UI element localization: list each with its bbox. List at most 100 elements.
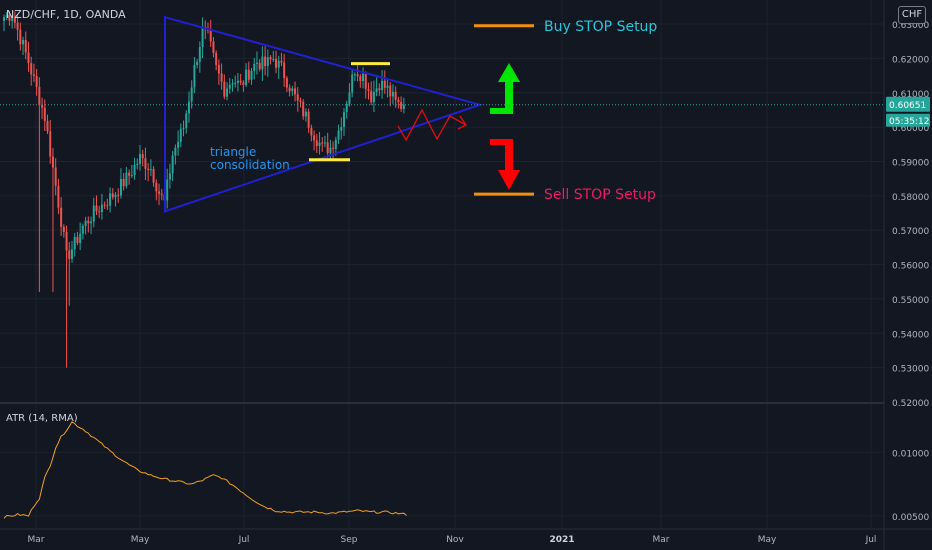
projected-path-arrowhead — [457, 115, 467, 130]
candle-body — [397, 99, 400, 103]
candle-body — [285, 78, 288, 88]
candle-body — [261, 56, 264, 70]
buy-arrow-icon — [490, 63, 520, 114]
candle-body — [402, 104, 405, 109]
triangle-label-line2: consolidation — [210, 158, 290, 172]
candle-body — [215, 52, 218, 65]
candle-body — [367, 88, 370, 91]
price-tick-label: 0.57000 — [892, 227, 929, 237]
candle-body — [54, 167, 57, 186]
candle-body — [275, 58, 277, 68]
sell-stop-setup-label: Sell STOP Setup — [544, 187, 656, 203]
candle-body — [193, 64, 196, 88]
candle-body — [231, 83, 234, 85]
candle-body — [62, 226, 65, 233]
candle-body — [391, 91, 394, 97]
candle-body — [95, 205, 98, 212]
candle-body — [109, 193, 112, 206]
candle-body — [348, 92, 351, 104]
candle-body — [49, 131, 52, 157]
atr-tick-label: 0.01000 — [892, 449, 929, 459]
candle-body — [125, 172, 128, 187]
countdown-label: 05:35:12 — [889, 117, 929, 127]
time-tick-label: Jul — [865, 535, 877, 545]
candle-body — [182, 127, 185, 129]
candle-body — [30, 63, 33, 75]
candle-body — [160, 193, 163, 195]
candle-body — [3, 17, 5, 21]
candle-body — [334, 139, 337, 149]
candle-body — [51, 156, 54, 168]
candle-body — [136, 163, 139, 166]
price-tick-label: 0.56000 — [892, 262, 929, 272]
candle-body — [152, 169, 155, 183]
candle-body — [212, 41, 215, 53]
projected-zigzag-path — [397, 108, 467, 142]
time-tick-label: May — [758, 535, 777, 545]
time-tick-label: Sep — [341, 535, 358, 545]
candle-body — [38, 86, 41, 106]
candle-body — [288, 87, 291, 92]
candle-body — [362, 73, 365, 82]
price-tick-label: 0.59000 — [892, 158, 929, 168]
candle-body — [98, 211, 101, 213]
candle-body — [356, 74, 359, 77]
candle-body — [144, 158, 147, 169]
candle-body — [22, 39, 25, 45]
candle-body — [128, 172, 131, 176]
candle-body — [130, 175, 133, 177]
candle-body — [90, 221, 93, 224]
candle-body — [296, 94, 299, 101]
candle-body — [329, 147, 332, 154]
candle-body — [307, 111, 310, 128]
candle-body — [375, 88, 378, 92]
current-price-badge — [886, 96, 930, 112]
candle-body — [81, 225, 84, 234]
price-tick-label: 0.52000 — [892, 399, 929, 409]
candle-body — [185, 113, 188, 128]
candle-body — [258, 62, 261, 70]
candle-body — [283, 62, 286, 79]
candle-body — [353, 74, 356, 76]
candle-body — [378, 88, 381, 91]
candle-body — [304, 111, 307, 117]
candle-body — [76, 236, 79, 244]
candle-body — [103, 204, 106, 206]
candle-body — [269, 57, 272, 60]
candle-body — [100, 204, 103, 213]
candle-body — [250, 70, 253, 80]
candle-body — [255, 62, 258, 64]
candle-body — [264, 56, 267, 66]
price-tick-label: 0.62000 — [892, 55, 929, 65]
price-tick-label: 0.63000 — [892, 21, 929, 31]
atr-indicator-title[interactable]: ATR (14, RMA) — [6, 413, 78, 424]
candle-body — [343, 112, 345, 127]
candle-body — [27, 52, 30, 64]
candle-body — [247, 69, 250, 80]
time-tick-label: 2021 — [549, 535, 574, 545]
candle-body — [60, 207, 63, 227]
candle-body — [310, 127, 313, 136]
candle-body — [46, 120, 49, 132]
buy-stop-setup-label: Buy STOP Setup — [544, 19, 657, 35]
candle-body — [345, 103, 348, 113]
candle-body — [277, 60, 280, 68]
candle-body — [43, 107, 46, 121]
candle-body — [24, 39, 27, 53]
candle-body — [8, 15, 11, 21]
candle-body — [57, 185, 60, 208]
candle-body — [158, 191, 161, 194]
candle-body — [266, 57, 269, 66]
candle-body — [226, 88, 229, 97]
candle-body — [239, 80, 242, 83]
currency-button[interactable]: CHF — [898, 6, 926, 24]
candle-body — [119, 178, 122, 196]
candle-body — [209, 30, 212, 42]
candle-body — [19, 29, 22, 45]
atr-line — [3, 421, 407, 519]
candle-body — [190, 87, 193, 102]
candle-body — [73, 236, 76, 250]
candle-body — [16, 22, 19, 30]
